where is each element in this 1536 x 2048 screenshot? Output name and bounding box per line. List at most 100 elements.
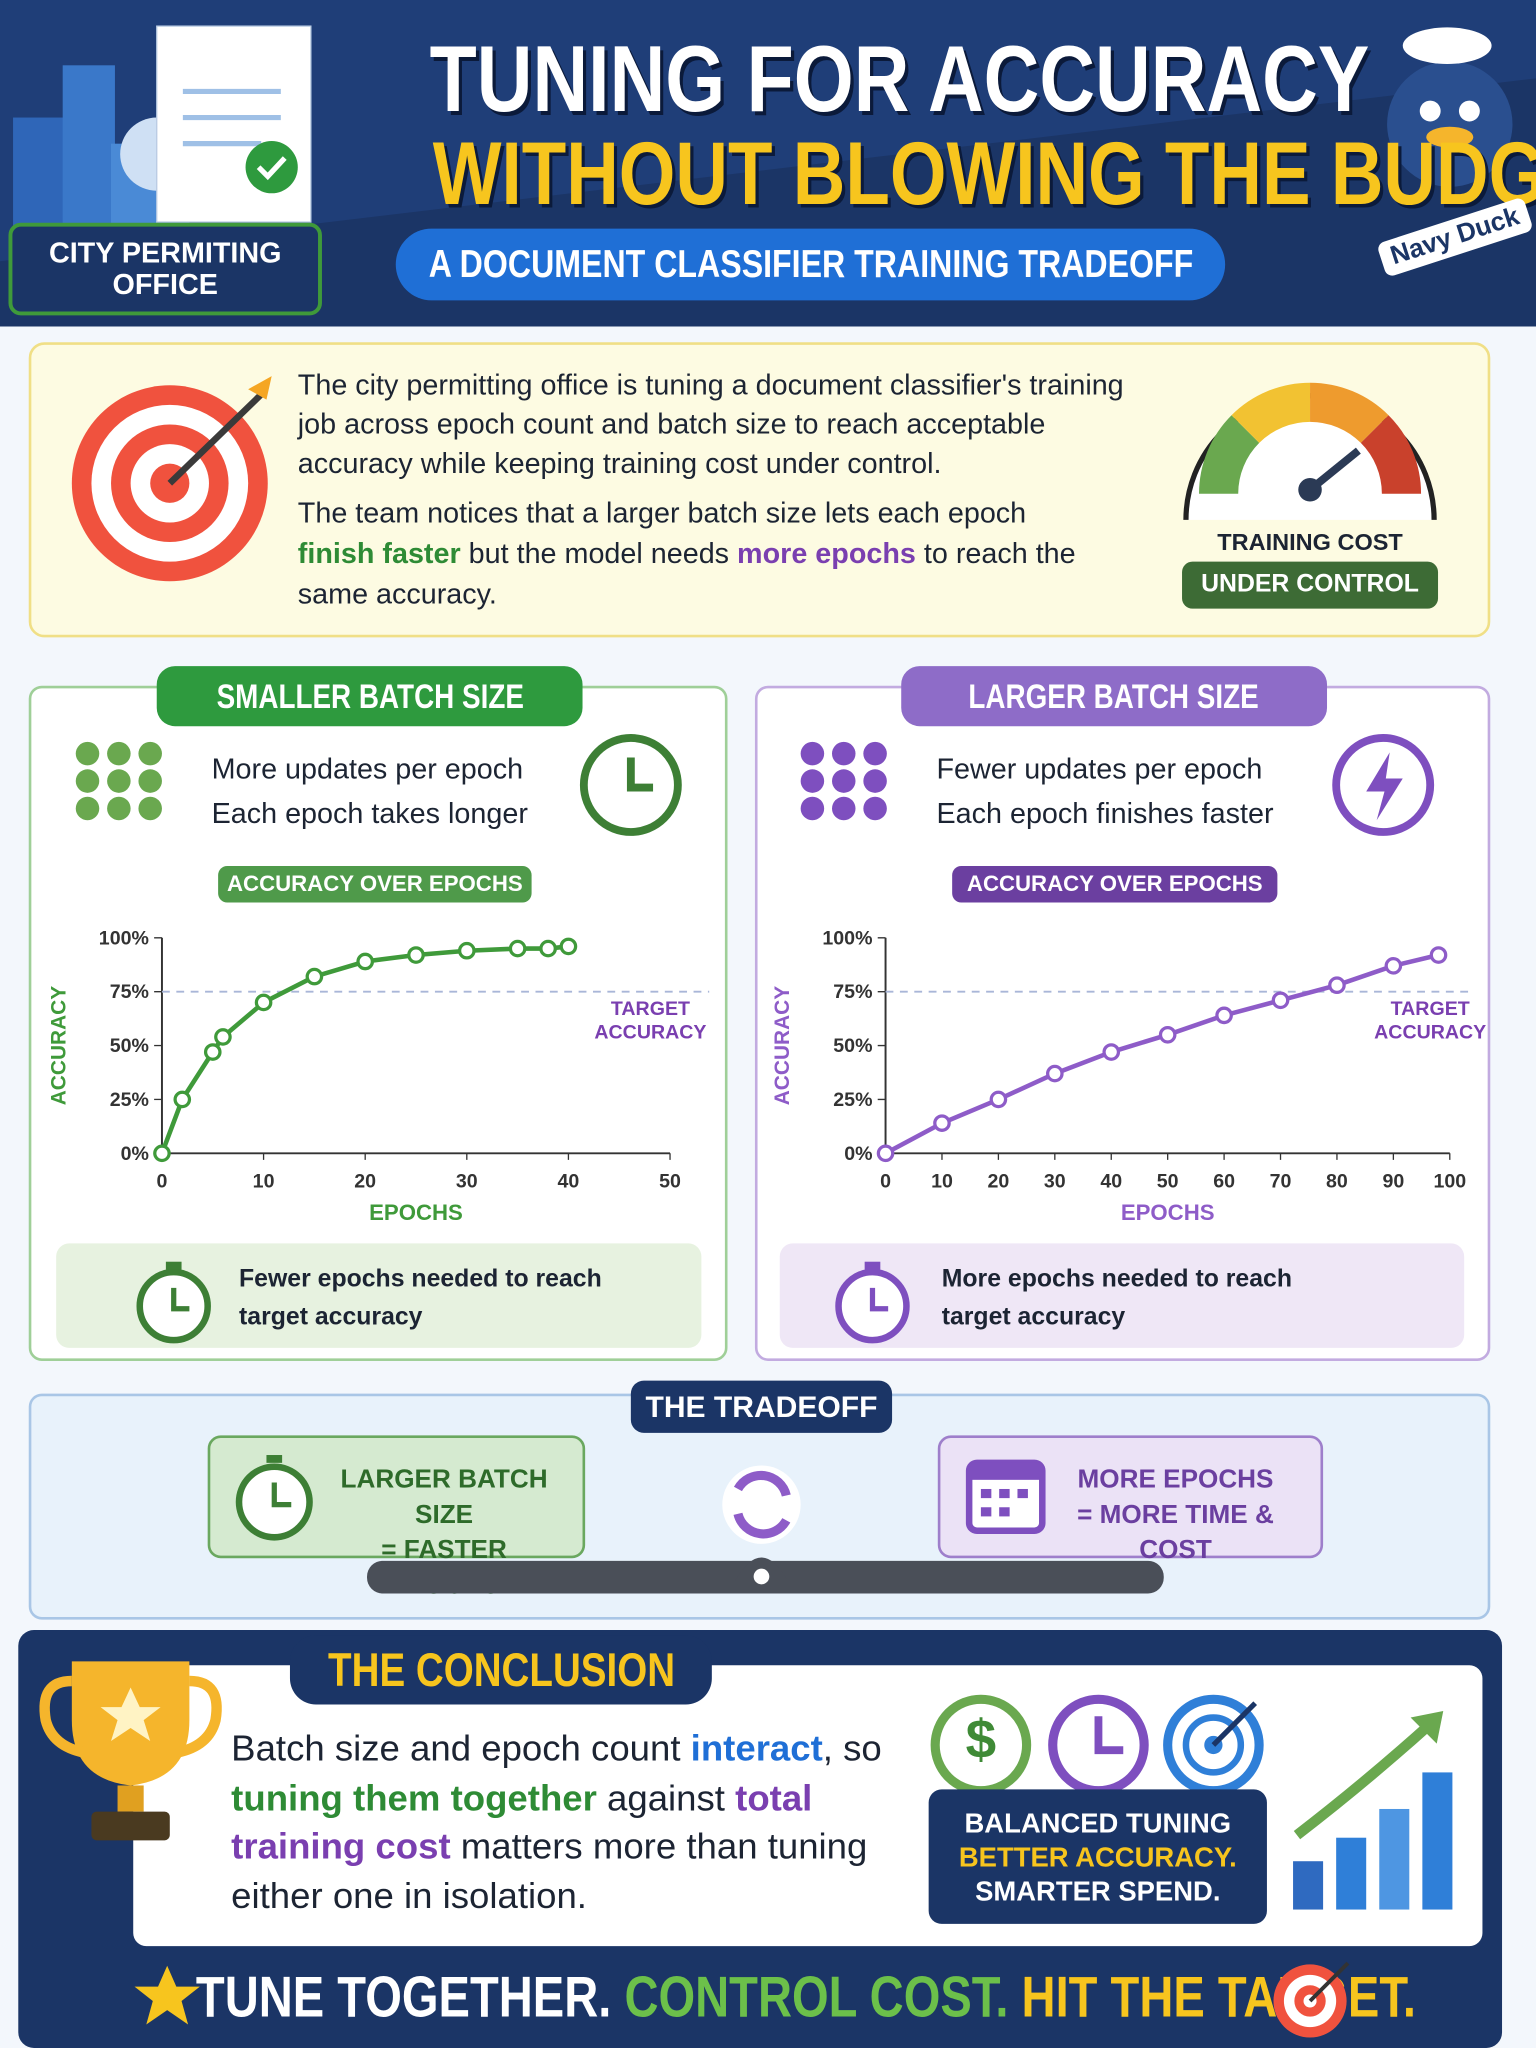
point xyxy=(559,937,578,956)
chart-svg: 0% 25% 50% 75% 100% 0 10 20 30 40 50 60 70 80 90 100 EPO… xyxy=(771,927,1489,1225)
x-tick-label: 10 xyxy=(931,1170,953,1192)
tradeoff-heading: THE TRADEOFF xyxy=(630,1380,893,1433)
x-tick-label: 80 xyxy=(1326,1170,1348,1192)
x-tick-label: 0 xyxy=(880,1170,891,1192)
panel-heading: LARGER BATCH SIZE xyxy=(901,666,1328,727)
point xyxy=(1271,991,1290,1010)
point xyxy=(254,993,273,1012)
highlight: finish faster xyxy=(297,536,461,570)
intro-paragraph: The team notices that a larger batch siz… xyxy=(298,492,1108,613)
point xyxy=(1384,956,1403,975)
point xyxy=(1215,1006,1233,1025)
point xyxy=(508,939,527,958)
slogan-part: CONTROL COST. xyxy=(624,1965,1009,2030)
highlight: more epochs xyxy=(737,536,916,570)
highlight: tuning them together xyxy=(231,1776,597,1818)
text: Batch size and epoch count xyxy=(231,1727,691,1769)
footer-slogan: TUNE TOGETHER. CONTROL COST. HIT THE TAR… xyxy=(196,1966,1416,2031)
point xyxy=(214,1028,232,1046)
line: BETTER ACCURACY. xyxy=(958,1842,1237,1873)
y-tick-label: 75% xyxy=(110,981,149,1003)
dots-icon xyxy=(800,741,887,821)
slogan: TUNE TOGETHER. CONTROL COST. HIT THE TAR… xyxy=(196,1966,1416,2031)
highlight: interact xyxy=(690,1727,823,1769)
point xyxy=(1429,946,1448,964)
point xyxy=(203,1043,222,1061)
lightning-icon xyxy=(1332,734,1435,836)
stopwatch-icon xyxy=(835,1261,910,1344)
text: but the model needs xyxy=(460,536,738,570)
conclusion-text: Batch size and epoch count interact, so … xyxy=(231,1724,884,1920)
point xyxy=(1328,976,1346,995)
chart-title: ACCURACY OVER EPOCHS xyxy=(218,865,532,903)
x-axis-title: EPOCHS xyxy=(1121,1200,1215,1225)
point: More updates per epoch xyxy=(211,752,524,785)
seesaw xyxy=(367,1465,1164,1594)
point xyxy=(153,1144,171,1163)
heading-text: SMALLER BATCH SIZE xyxy=(215,675,524,716)
series-line xyxy=(159,944,569,1155)
x-tick-label: 60 xyxy=(1213,1170,1235,1192)
x-tick-label: 70 xyxy=(1270,1170,1292,1192)
text: , so xyxy=(822,1727,882,1769)
point xyxy=(305,967,324,986)
target-annotation: TARGET ACCURACY xyxy=(1374,998,1487,1044)
title-line-1: TUNING FOR ACCURACY xyxy=(327,26,1370,133)
target-annotation: TARGET ACCURACY xyxy=(594,998,707,1044)
title-text: WITHOUT BLOWING THE BUDGET xyxy=(432,124,1536,224)
stopwatch-icon xyxy=(136,1261,211,1344)
gauge-icon xyxy=(1183,382,1437,520)
panel-points: More updates per epoch Each epoch takes l… xyxy=(212,747,528,836)
y-axis-title: ACCURACY xyxy=(47,986,70,1106)
conclusion-heading: THE CONCLUSION xyxy=(289,1635,712,1705)
y-tick-label: 100% xyxy=(99,927,149,949)
line: LARGER BATCH SIZE xyxy=(340,1465,548,1530)
x-tick-label: 90 xyxy=(1382,1170,1404,1192)
point: Each epoch finishes faster xyxy=(936,796,1274,830)
point xyxy=(933,1114,951,1132)
line: MORE EPOCHS xyxy=(1077,1465,1274,1495)
x-tick-label: 20 xyxy=(988,1170,1010,1192)
x-tick-label: 50 xyxy=(1157,1170,1179,1192)
highlight: total training cost xyxy=(231,1776,813,1867)
y-tick-label: 50% xyxy=(110,1035,149,1057)
tradeoff-right-text: MORE EPOCHS = MORE TIME & COST xyxy=(1051,1463,1299,1569)
balanced-badge: BALANCED TUNING BETTER ACCURACY. SMARTER S… xyxy=(928,1789,1267,1924)
header-background xyxy=(0,0,1536,327)
point xyxy=(457,941,476,960)
chart: 0% 25% 50% 75% 100% 0 10 20 30 40 50 EPOCHS ACCURACY… xyxy=(39,914,744,1241)
intro-paragraph: The city permitting office is tuning a d… xyxy=(297,368,1124,480)
y-tick-label: 100% xyxy=(822,927,872,949)
point xyxy=(1102,1043,1121,1061)
point xyxy=(407,946,425,964)
line: = MORE TIME & COST xyxy=(1077,1500,1274,1565)
point: Each epoch takes longer xyxy=(211,796,528,830)
heading-text: THE CONCLUSION xyxy=(327,1642,675,1696)
value-icons xyxy=(930,1694,1264,1796)
point xyxy=(356,952,375,971)
heading-text: LARGER BATCH SIZE xyxy=(968,675,1260,716)
subtitle-pill: A DOCUMENT CLASSIFIER TRAINING TRADEOFF xyxy=(395,228,1226,301)
y-tick-label: 25% xyxy=(833,1089,872,1111)
dollar-icon: $ xyxy=(965,1708,997,1770)
slogan-part: TUNE TOGETHER. xyxy=(195,1965,612,2030)
line: BALANCED TUNING xyxy=(964,1808,1232,1840)
y-axis-title: ACCURACY xyxy=(771,986,794,1106)
point xyxy=(173,1090,192,1109)
x-tick-label: 30 xyxy=(1044,1170,1066,1192)
point xyxy=(539,939,557,958)
y-tick-label: 0% xyxy=(121,1143,149,1165)
x-tick-label: 10 xyxy=(253,1170,275,1192)
chart: 0% 25% 50% 75% 100% 0 10 20 30 40 50 60 70 80 90 100 EPO… xyxy=(764,914,1489,1241)
x-axis-title: EPOCHS xyxy=(369,1200,463,1225)
star-icon xyxy=(134,1965,200,2025)
growth-icon xyxy=(1293,1711,1453,1910)
office-badge: CITY PERMITING OFFICE xyxy=(48,236,282,301)
chart-title: ACCURACY OVER EPOCHS xyxy=(952,865,1278,903)
y-tick-label: 0% xyxy=(844,1143,872,1165)
text: against xyxy=(596,1776,736,1818)
line: SMARTER SPEND. xyxy=(975,1876,1221,1907)
point xyxy=(1158,1025,1177,1044)
